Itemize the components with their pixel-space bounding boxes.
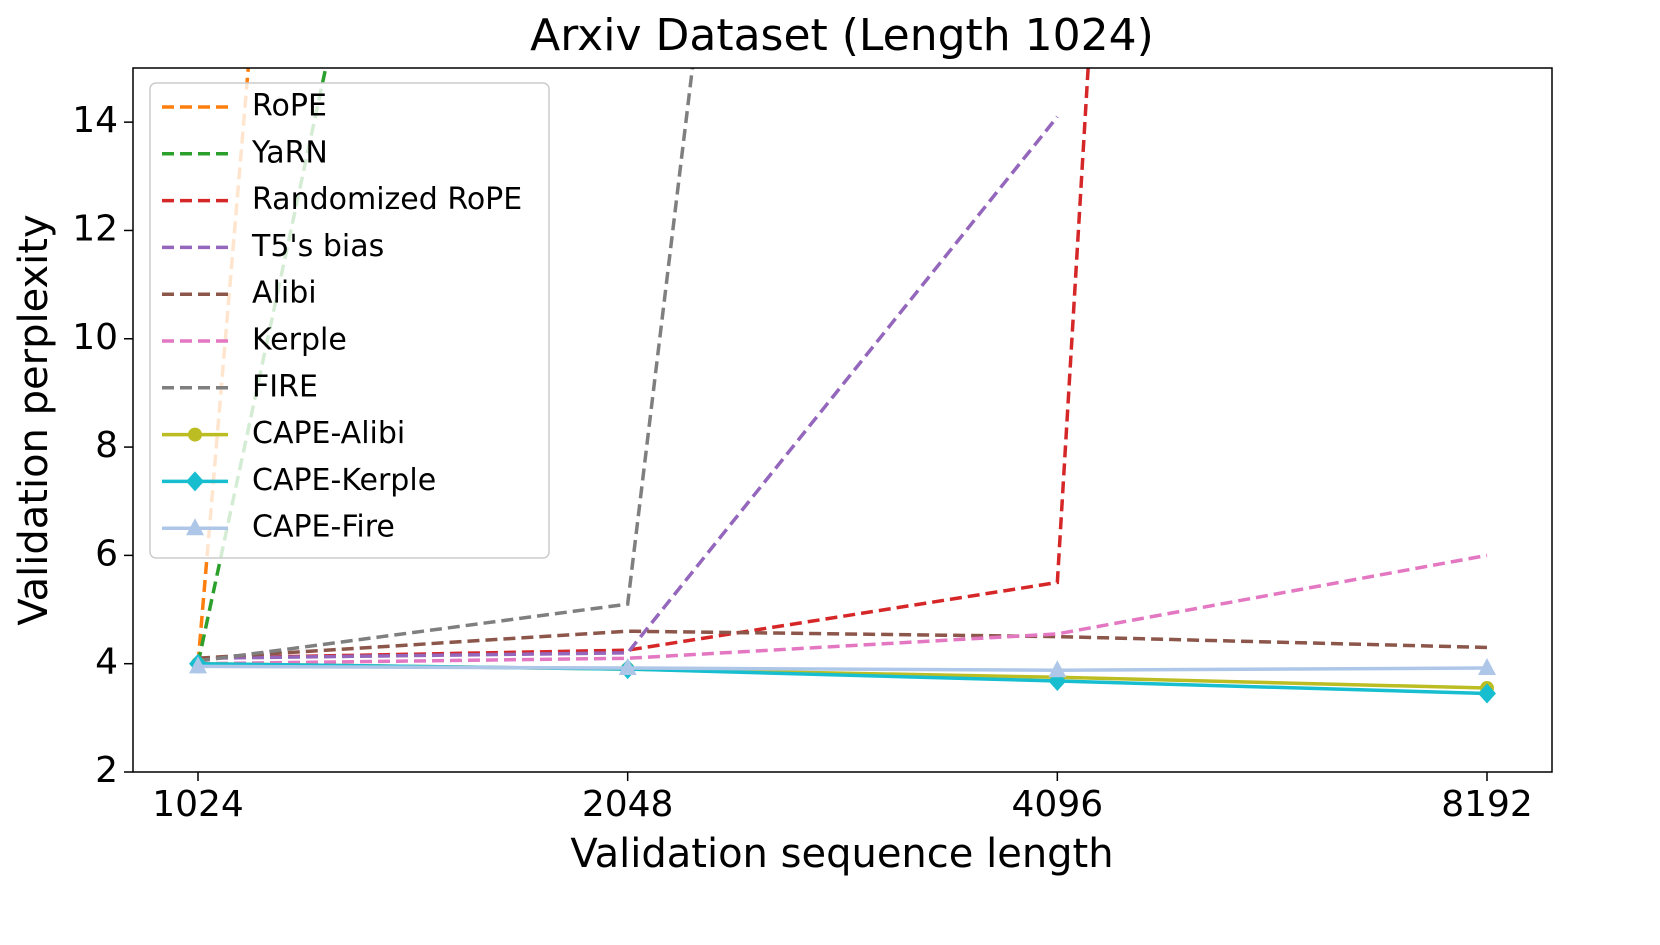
- legend-label: Kerple: [252, 323, 347, 358]
- marker: [188, 427, 202, 442]
- marker: [186, 518, 204, 536]
- legend-label: YaRN: [251, 135, 328, 170]
- x-tick-label: 1024: [152, 784, 244, 825]
- chart-title: Arxiv Dataset (Length 1024): [530, 10, 1154, 61]
- y-tick-label: 4: [95, 642, 118, 683]
- legend-label: Randomized RoPE: [252, 182, 522, 217]
- y-tick-label: 2: [95, 750, 118, 791]
- axes-frame: [132, 67, 1553, 773]
- series-line: [197, 68, 695, 663]
- x-tick-label: 2048: [582, 784, 674, 825]
- x-tick-label: 4096: [1012, 784, 1104, 825]
- legend: RoPE YaRN Randomized RoPE T5's bias Alibi Ker…: [149, 82, 550, 559]
- y-axis-label: Validation perplexity: [11, 214, 57, 625]
- legend-label: Alibi: [252, 276, 317, 311]
- x-axis-label: Validation sequence length: [570, 831, 1113, 877]
- y-tick-label: 12: [72, 208, 118, 249]
- marker: [618, 658, 637, 676]
- y-tick-label: 10: [72, 317, 118, 358]
- marker: [1478, 683, 1496, 704]
- marker: [186, 471, 204, 492]
- legend-label: CAPE-Kerple: [252, 463, 436, 498]
- legend-box: [149, 82, 550, 559]
- y-tick-label: 8: [95, 425, 118, 466]
- marker: [1048, 660, 1067, 678]
- legend-label: CAPE-Fire: [252, 510, 395, 545]
- series-line: [197, 115, 1059, 661]
- y-tick-label: 14: [72, 100, 118, 141]
- legend-label: T5's bias: [251, 229, 384, 264]
- series-line: [197, 664, 1488, 672]
- x-tick-label: 8192: [1441, 784, 1533, 825]
- legend-label: RoPE: [252, 89, 327, 124]
- y-tick-label: 6: [95, 533, 118, 574]
- legend-label: CAPE-Alibi: [252, 416, 405, 451]
- plot-area: [189, 68, 1496, 704]
- marker: [189, 656, 207, 674]
- legend-label: FIRE: [252, 369, 318, 404]
- marker: [1478, 658, 1496, 676]
